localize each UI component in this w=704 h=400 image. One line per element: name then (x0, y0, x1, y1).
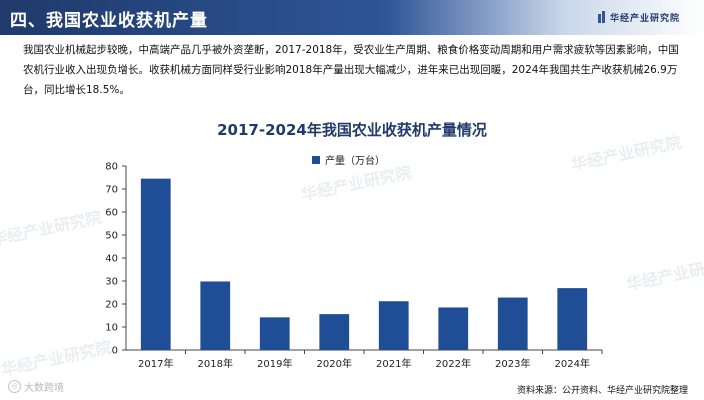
y-tick-label: 80 (105, 162, 118, 173)
y-tick-label: 10 (105, 323, 118, 334)
legend-swatch (312, 155, 320, 164)
footer-mark-icon: ◎ (8, 380, 21, 393)
y-tick-label: 60 (105, 208, 118, 219)
y-tick-label: 40 (105, 254, 118, 265)
chart-legend: 产量（万台） (312, 152, 385, 167)
legend-label: 产量（万台） (325, 156, 385, 167)
bar (140, 178, 171, 350)
footer-mark: ◎ 大数跨境 (8, 379, 64, 394)
y-tick-label: 50 (105, 231, 118, 242)
intro-paragraph: 我国农业机械起步较晚，中高端产品几乎被外资垄断，2017-2018年，受农业生产… (23, 44, 679, 96)
x-tick-label: 2019年 (257, 357, 292, 370)
x-tick-label: 2020年 (317, 357, 352, 370)
bar (378, 301, 409, 350)
x-tick-label: 2024年 (555, 357, 590, 370)
bar (259, 317, 290, 350)
page-title: 四、我国农业收获机产量 (10, 11, 208, 31)
x-tick-label: 2021年 (376, 357, 411, 370)
x-tick-label: 2022年 (436, 357, 471, 370)
brand-logo-icon (597, 11, 605, 23)
header-band: 四、我国农业收获机产量 华经产业研究院 (0, 0, 704, 35)
footer-mark-text: 大数跨境 (24, 383, 64, 394)
y-tick-label: 0 (112, 346, 118, 357)
bar (438, 307, 469, 350)
y-tick-label: 30 (105, 277, 118, 288)
bar (497, 297, 528, 350)
bar (319, 314, 350, 350)
x-tick-label: 2017年 (138, 357, 173, 370)
x-tick-label: 2023年 (495, 357, 530, 370)
bar (200, 281, 231, 350)
brand-name: 华经产业研究院 (609, 13, 680, 24)
source-note: 资料来源：公开资料、华经产业研究院整理 (516, 386, 688, 396)
y-tick-label: 20 (105, 300, 118, 311)
x-tick-label: 2018年 (198, 357, 233, 370)
chart-title: 2017-2024年我国农业收获机产量情况 (217, 121, 487, 139)
y-tick-label: 70 (105, 185, 118, 196)
brand: 华经产业研究院 (597, 9, 680, 25)
bar (557, 288, 588, 350)
